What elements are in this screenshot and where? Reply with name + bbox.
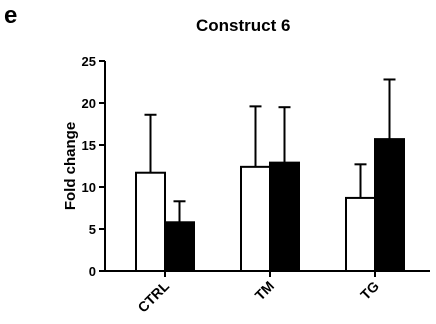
y-tick-label: 20 <box>82 96 96 111</box>
y-axis-label: Fold change <box>62 122 79 210</box>
bar-tm-2 <box>269 161 300 272</box>
y-tick-label: 10 <box>82 180 96 195</box>
bar-tg-1 <box>345 196 376 272</box>
y-tick-label: 15 <box>82 138 96 153</box>
bar-tg-2 <box>374 138 405 272</box>
plot-area: 0 5 10 15 20 25 CTRL TM TG <box>82 54 430 316</box>
bar-ctrl-1 <box>135 171 166 272</box>
bar-tm-1 <box>240 165 271 272</box>
bar-ctrl-2 <box>164 221 195 272</box>
x-tick-label: TM <box>252 278 278 304</box>
x-tick-label: CTRL <box>134 277 172 315</box>
x-tick-label: TG <box>357 278 382 303</box>
chart-title: Construct 6 <box>196 16 291 35</box>
y-tick-label: 5 <box>89 222 96 237</box>
y-tick-label: 0 <box>89 264 96 279</box>
y-tick-label: 25 <box>82 54 96 69</box>
panel-label: e <box>4 2 18 29</box>
